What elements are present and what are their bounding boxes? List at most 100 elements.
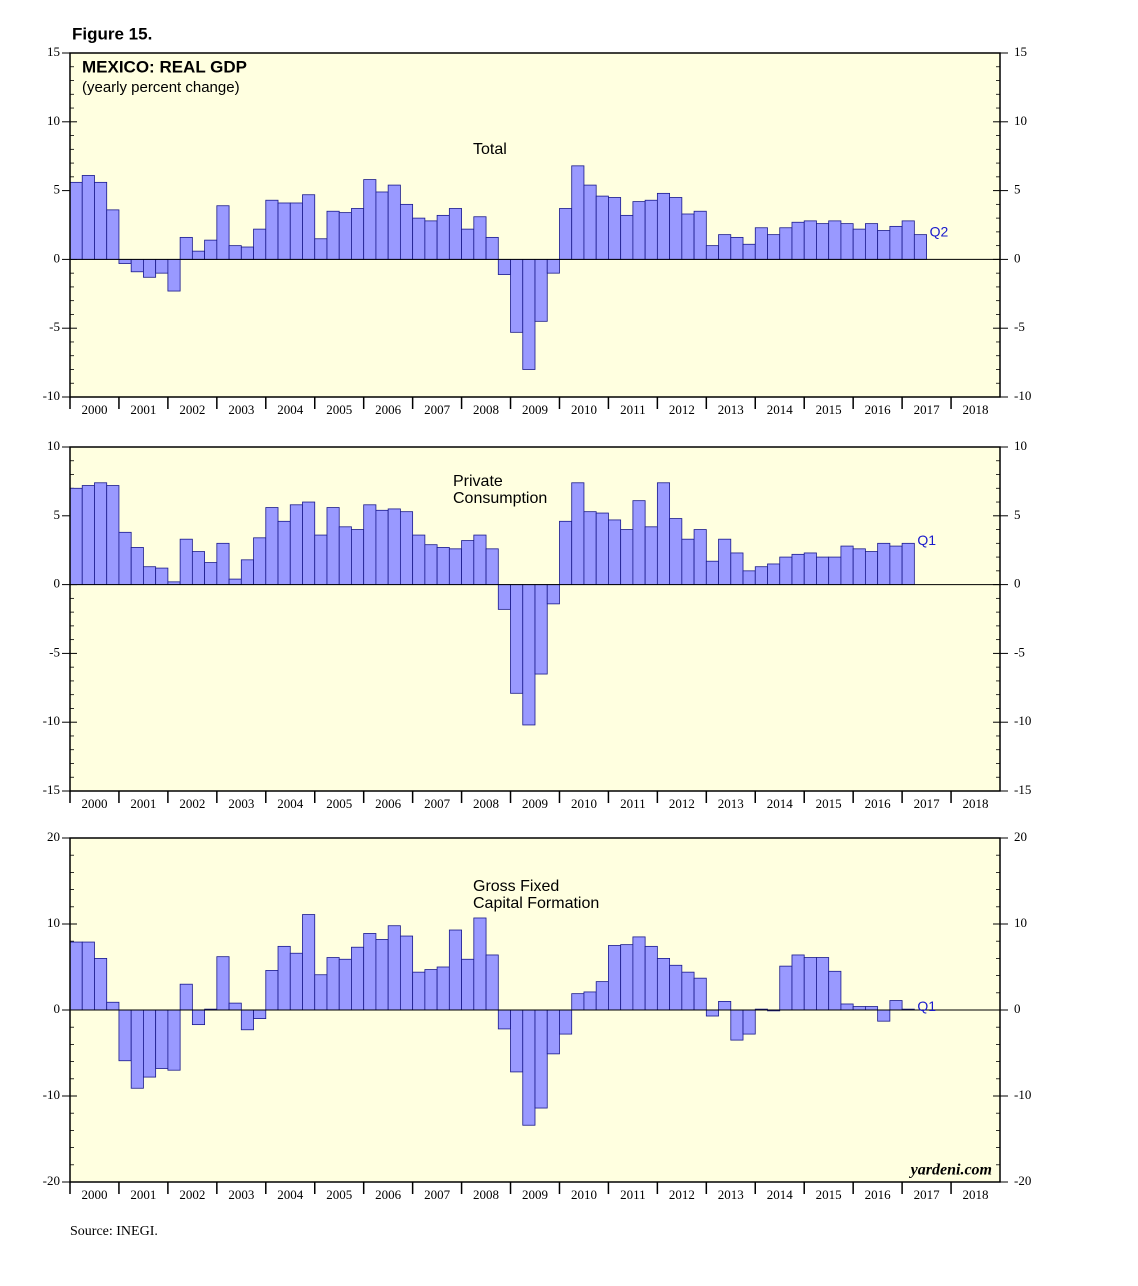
bar	[277, 202, 291, 260]
bar	[864, 551, 879, 585]
bar	[656, 482, 671, 585]
bar	[779, 556, 793, 586]
bar	[387, 184, 401, 260]
x-tick-label: 2014	[767, 796, 794, 811]
x-tick-label: 2001	[130, 1187, 156, 1202]
bar	[546, 1009, 560, 1055]
bar	[840, 223, 854, 260]
bar	[571, 993, 585, 1011]
bar	[448, 929, 462, 1011]
bar	[155, 258, 169, 274]
bar	[828, 556, 842, 586]
y-tick-label: 0	[54, 576, 61, 591]
x-tick-label: 2000	[81, 796, 107, 811]
y-tick-label: -10	[43, 1087, 60, 1102]
bar	[852, 228, 866, 260]
bar	[265, 199, 279, 260]
bar	[81, 175, 95, 260]
bar	[94, 181, 108, 260]
bar	[314, 974, 328, 1011]
bar	[363, 179, 377, 260]
bar	[485, 548, 499, 585]
bar	[448, 548, 462, 585]
y-tick-label: -10	[1014, 1087, 1031, 1102]
bar	[253, 1009, 267, 1020]
bar	[730, 552, 744, 586]
bar	[191, 250, 206, 260]
x-tick-label: 2015	[816, 796, 842, 811]
x-tick-label: 2006	[375, 1187, 402, 1202]
bar	[595, 512, 609, 585]
bar	[179, 983, 193, 1011]
x-tick-label: 2002	[179, 402, 205, 417]
bar	[522, 1009, 536, 1126]
bar	[277, 520, 291, 586]
bar	[718, 234, 732, 260]
end-label: Q1	[917, 532, 936, 548]
bar	[363, 504, 377, 585]
x-tick-label: 2006	[375, 402, 402, 417]
bar	[228, 1002, 242, 1011]
bar	[840, 1003, 854, 1011]
y-tick-label: 10	[47, 915, 60, 930]
x-tick-label: 2010	[571, 1187, 597, 1202]
bar	[730, 236, 744, 260]
bar	[620, 529, 634, 585]
chart-subtitle: (yearly percent change)	[82, 79, 240, 96]
x-tick-label: 2003	[228, 402, 254, 417]
bar	[779, 227, 793, 260]
bar	[534, 584, 548, 675]
bar	[412, 971, 426, 1011]
bar	[106, 209, 120, 260]
bar	[289, 952, 303, 1011]
bar	[644, 526, 658, 585]
bar	[155, 1009, 169, 1069]
bar	[803, 957, 817, 1011]
bar	[448, 208, 462, 260]
bar	[143, 258, 157, 278]
bar	[204, 239, 218, 260]
y-tick-label: -10	[43, 388, 60, 403]
x-tick-label: 2008	[473, 1187, 499, 1202]
bar	[81, 941, 95, 1011]
bar	[424, 969, 438, 1011]
bar	[828, 970, 842, 1011]
bar	[864, 1006, 879, 1011]
bar	[265, 970, 279, 1011]
x-tick-label: 2000	[81, 1187, 107, 1202]
y-tick-label: 5	[1014, 182, 1021, 197]
bar	[497, 1009, 511, 1030]
bar	[191, 551, 206, 585]
bar	[730, 1009, 744, 1041]
bar	[497, 258, 511, 275]
x-tick-label: 2012	[669, 1187, 695, 1202]
bar	[253, 228, 267, 260]
bar	[485, 236, 499, 260]
panel-label-line: Consumption	[453, 490, 547, 507]
y-tick-label: 10	[47, 113, 60, 128]
bar	[461, 540, 475, 585]
x-tick-label: 2018	[963, 1187, 989, 1202]
panel-label: Total	[473, 141, 507, 158]
bar	[399, 203, 414, 260]
bar	[510, 584, 524, 694]
bar	[204, 562, 218, 585]
bar	[81, 485, 95, 586]
x-tick-label: 2001	[130, 796, 156, 811]
x-tick-label: 2013	[718, 796, 744, 811]
bar	[399, 511, 414, 585]
bar	[69, 487, 83, 585]
bar	[424, 220, 438, 260]
x-tick-label: 2016	[865, 1187, 892, 1202]
bar	[632, 500, 646, 585]
bar	[387, 508, 401, 586]
bar	[130, 1009, 144, 1089]
x-tick-label: 2007	[424, 402, 451, 417]
bar	[351, 946, 365, 1011]
x-tick-label: 2008	[473, 796, 499, 811]
bar	[742, 243, 756, 260]
bar	[167, 1009, 181, 1071]
bar	[546, 258, 560, 274]
x-tick-label: 2005	[326, 796, 352, 811]
